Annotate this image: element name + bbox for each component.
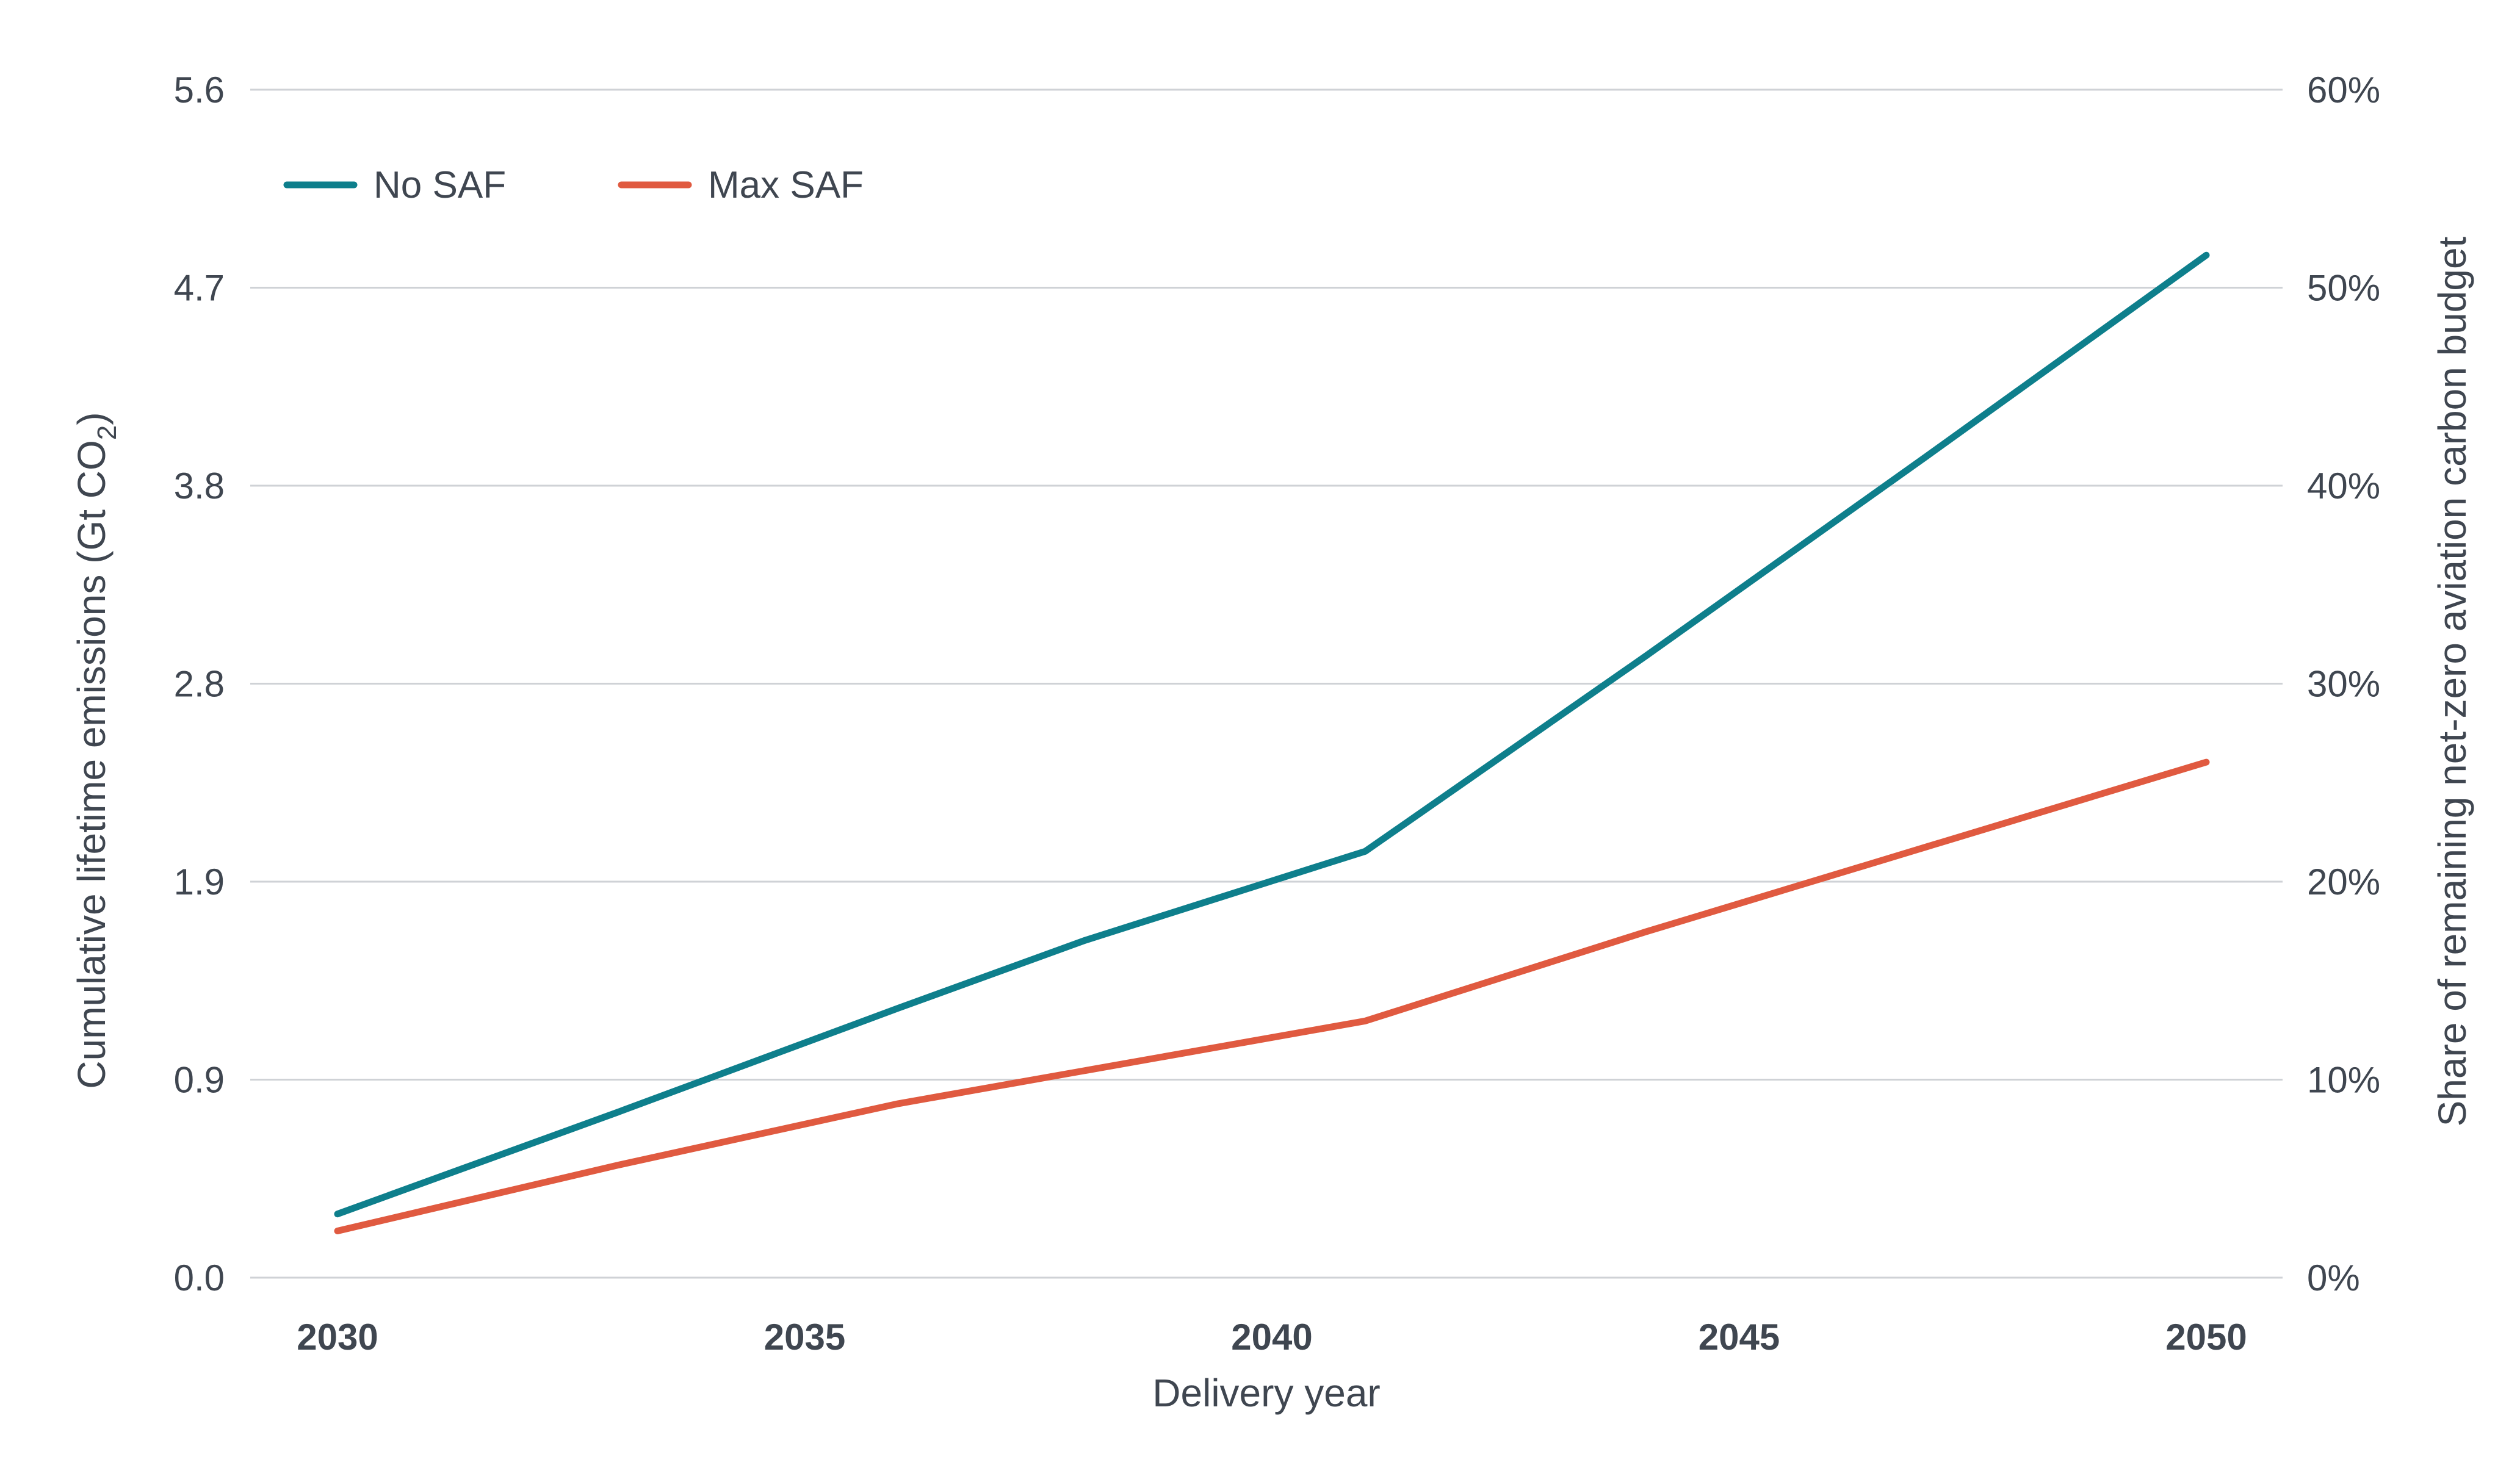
y-tick-label: 4.7: [174, 268, 225, 309]
series-line-no-saf: [334, 251, 2210, 1218]
y-tick-label: 0.9: [174, 1060, 225, 1101]
legend-label-max-saf: Max SAF: [708, 164, 864, 206]
x-tick-label: 2040: [1231, 1317, 1312, 1358]
y-axis-title-close: ): [70, 412, 114, 425]
left-axis-ticks: 0.0 0.9 1.9 2.8 3.8 4.7 5.6: [174, 70, 225, 1298]
gridlines: [250, 88, 2283, 1279]
x-tick-label: 2035: [764, 1317, 845, 1358]
y-tick-label: 3.8: [174, 466, 225, 506]
y2-tick-label: 0%: [2307, 1258, 2360, 1298]
y2-tick-label: 20%: [2307, 862, 2380, 902]
y-tick-label: 2.8: [174, 664, 225, 705]
y-tick-label: 1.9: [174, 862, 225, 902]
y-axis-title-subscript: 2: [92, 425, 122, 440]
x-axis-ticks: 2030 2035 2040 2045 2050: [297, 1317, 2247, 1358]
x-tick-label: 2045: [1699, 1317, 1780, 1358]
x-tick-label: 2050: [2165, 1317, 2247, 1358]
y2-tick-label: 60%: [2307, 70, 2380, 110]
x-tick-label: 2030: [297, 1317, 378, 1358]
series-lines: [334, 251, 2210, 1234]
y-tick-label: 5.6: [174, 70, 225, 110]
series-line-max-saf: [334, 758, 2210, 1234]
legend: No SAF Max SAF: [283, 164, 864, 206]
y-axis-title: Cumulative lifetime emissions (Gt CO2): [70, 412, 122, 1088]
right-axis-ticks: 0% 10% 20% 30% 40% 50% 60%: [2307, 70, 2380, 1298]
legend-label-no-saf: No SAF: [374, 164, 506, 206]
y-axis-title-main: Cumulative lifetime emissions (Gt CO: [70, 440, 114, 1088]
y2-tick-label: 10%: [2307, 1060, 2380, 1101]
x-axis-title: Delivery year: [1152, 1371, 1380, 1415]
y2-axis-title: Share of remaining net-zero aviation car…: [2430, 236, 2474, 1126]
y2-tick-label: 30%: [2307, 664, 2380, 705]
y2-tick-label: 40%: [2307, 466, 2380, 506]
y-tick-label: 0.0: [174, 1258, 225, 1298]
y2-tick-label: 50%: [2307, 268, 2380, 309]
